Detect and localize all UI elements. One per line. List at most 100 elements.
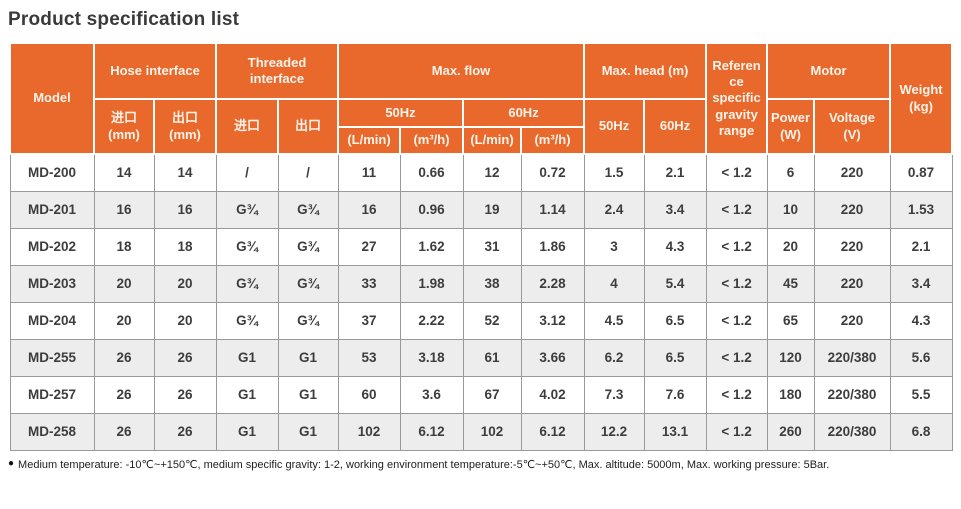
- cell-flow50-m3h: 0.66: [399, 153, 464, 192]
- cell-thread-outlet: G¾: [277, 264, 339, 303]
- col-header-thread-outlet: 出口: [276, 98, 340, 155]
- table-row: MD-203 20 20 G¾ G¾ 33 1.98 38 2.28 4 5.4 < 1.2 45 220…: [9, 264, 953, 303]
- col-header-weight: Weight (kg): [889, 42, 954, 155]
- cell-voltage: 220: [813, 153, 891, 192]
- cell-model: MD-200: [9, 153, 95, 192]
- col-header-model: Model: [9, 42, 95, 155]
- cell-power: 10: [766, 190, 815, 229]
- cell-flow60-m3h: 4.02: [520, 375, 585, 414]
- spec-table-body: MD-200 14 14//11 0.66 12 0.72 1.5 2.1 < 1.2 6 220 0…: [9, 153, 953, 451]
- col-header-hose-interface: Hose interface: [93, 42, 217, 100]
- col-header-voltage: Voltage (V): [813, 98, 892, 155]
- cell-thread-inlet: G¾: [215, 190, 279, 229]
- cell-thread-outlet: /: [277, 153, 339, 192]
- cell-thread-inlet: /: [215, 153, 279, 192]
- cell-head60: 6.5: [643, 338, 707, 377]
- cell-gravity: < 1.2: [705, 190, 768, 229]
- cell-hose-outlet: 20: [153, 264, 217, 303]
- cell-hose-outlet: 26: [153, 338, 217, 377]
- col-header-motor: Motor: [766, 42, 892, 100]
- cell-model: MD-201: [9, 190, 95, 229]
- cell-model: MD-203: [9, 264, 95, 303]
- col-header-power: Power (W): [766, 98, 816, 155]
- cell-hose-inlet: 20: [93, 301, 155, 340]
- cell-gravity: < 1.2: [705, 227, 768, 266]
- cell-model: MD-258: [9, 412, 95, 451]
- cell-weight: 4.3: [889, 301, 953, 340]
- cell-flow60-m3h: 0.72: [520, 153, 585, 192]
- cell-flow60-lmin: 38: [462, 264, 522, 303]
- cell-gravity: < 1.2: [705, 264, 768, 303]
- table-row: MD-200 14 14//11 0.66 12 0.72 1.5 2.1 < 1.2 6 220 0…: [9, 153, 953, 192]
- cell-model: MD-204: [9, 301, 95, 340]
- cell-hose-inlet: 26: [93, 412, 155, 451]
- cell-hose-inlet: 18: [93, 227, 155, 266]
- col-header-head-50hz: 50Hz: [583, 98, 646, 155]
- cell-head60: 4.3: [643, 227, 707, 266]
- cell-flow50-lmin: 27: [337, 227, 401, 266]
- cell-voltage: 220/380: [813, 412, 891, 451]
- cell-head50: 4: [583, 264, 645, 303]
- cell-hose-inlet: 26: [93, 375, 155, 414]
- cell-voltage: 220: [813, 227, 891, 266]
- cell-head60: 7.6: [643, 375, 707, 414]
- col-header-threaded-interface: Threaded interface: [214, 42, 340, 100]
- cell-weight: 6.8: [889, 412, 953, 451]
- header-row-2: 进口 (mm) 出口 (mm) 进口 出口 50Hz 60Hz 50Hz 60H…: [10, 98, 952, 155]
- cell-weight: 0.87: [889, 153, 953, 192]
- cell-thread-outlet: G¾: [277, 190, 339, 229]
- page-title: Product specification list: [8, 9, 240, 30]
- col-header-hose-outlet-mm: 出口 (mm): [153, 98, 217, 155]
- cell-power: 20: [766, 227, 815, 266]
- cell-gravity: < 1.2: [705, 412, 768, 451]
- cell-power: 120: [766, 338, 815, 377]
- col-header-max-flow: Max. flow: [337, 42, 586, 100]
- cell-flow50-m3h: 1.62: [399, 227, 464, 266]
- cell-power: 260: [766, 412, 815, 451]
- cell-flow60-lmin: 19: [462, 190, 522, 229]
- table-row: MD-204 20 20 G¾ G¾ 37 2.22 52 3.12 4.5 6.5 < 1.2 65 2…: [9, 301, 953, 340]
- cell-voltage: 220: [813, 301, 891, 340]
- cell-head60: 6.5: [643, 301, 707, 340]
- cell-head50: 2.4: [583, 190, 645, 229]
- col-header-max-head: Max. head (m): [583, 42, 708, 100]
- col-header-flow60-m3h: (m³/h): [520, 126, 586, 155]
- cell-thread-inlet: G1: [215, 412, 279, 451]
- cell-thread-outlet: G1: [277, 412, 339, 451]
- cell-flow60-lmin: 12: [462, 153, 522, 192]
- cell-flow60-m3h: 6.12: [520, 412, 585, 451]
- cell-head50: 12.2: [583, 412, 645, 451]
- cell-head50: 6.2: [583, 338, 645, 377]
- cell-flow60-lmin: 61: [462, 338, 522, 377]
- cell-voltage: 220/380: [813, 338, 891, 377]
- cell-model: MD-255: [9, 338, 95, 377]
- cell-flow50-m3h: 3.18: [399, 338, 464, 377]
- cell-hose-outlet: 14: [153, 153, 217, 192]
- cell-flow50-lmin: 16: [337, 190, 401, 229]
- cell-gravity: < 1.2: [705, 153, 768, 192]
- col-header-head-60hz: 60Hz: [643, 98, 708, 155]
- cell-flow50-m3h: 0.96: [399, 190, 464, 229]
- cell-voltage: 220/380: [813, 375, 891, 414]
- cell-head50: 4.5: [583, 301, 645, 340]
- col-header-flow50-m3h: (m³/h): [399, 126, 465, 155]
- cell-hose-outlet: 16: [153, 190, 217, 229]
- cell-head60: 5.4: [643, 264, 707, 303]
- cell-weight: 3.4: [889, 264, 953, 303]
- table-row: MD-201 16 16 G¾ G¾ 16 0.96 19 1.14 2.4 3.4 < 1.2 10 2…: [9, 190, 953, 229]
- cell-flow60-lmin: 31: [462, 227, 522, 266]
- cell-flow60-m3h: 2.28: [520, 264, 585, 303]
- footnote-text: Medium temperature: -10℃~+150℃, medium s…: [18, 458, 830, 471]
- cell-hose-outlet: 26: [153, 412, 217, 451]
- cell-model: MD-257: [9, 375, 95, 414]
- cell-flow50-lmin: 60: [337, 375, 401, 414]
- table-row: MD-258 26 26 G1 G1 102 6.12 102 6.12 12.2 13.1 < 1.…: [9, 412, 953, 451]
- cell-hose-inlet: 26: [93, 338, 155, 377]
- cell-flow50-lmin: 102: [337, 412, 401, 451]
- cell-weight: 5.6: [889, 338, 953, 377]
- col-header-reference-gravity: Reference specific gravity range: [705, 42, 769, 155]
- cell-head60: 3.4: [643, 190, 707, 229]
- cell-thread-inlet: G¾: [215, 264, 279, 303]
- cell-weight: 1.53: [889, 190, 953, 229]
- cell-flow60-lmin: 102: [462, 412, 522, 451]
